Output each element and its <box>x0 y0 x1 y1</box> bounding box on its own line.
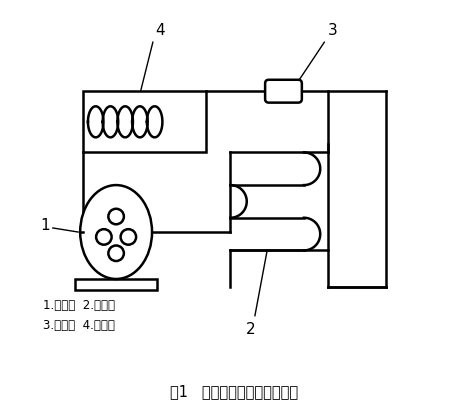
Circle shape <box>96 229 112 245</box>
Bar <box>83 91 206 152</box>
Bar <box>76 279 157 291</box>
Ellipse shape <box>80 185 152 279</box>
Circle shape <box>108 209 124 224</box>
Text: 4: 4 <box>155 23 165 38</box>
Text: 3: 3 <box>327 23 337 38</box>
Text: 1: 1 <box>40 217 50 233</box>
Text: 1.压缩机  2.冷凝器
3.节流阀  4.蒸发器: 1.压缩机 2.冷凝器 3.节流阀 4.蒸发器 <box>43 299 114 332</box>
FancyBboxPatch shape <box>265 80 302 103</box>
Circle shape <box>121 229 136 245</box>
Circle shape <box>108 245 124 261</box>
Text: 2: 2 <box>246 322 256 337</box>
Text: 图1   冰淇淋机制冷系统组成图: 图1 冰淇淋机制冷系统组成图 <box>170 384 299 399</box>
